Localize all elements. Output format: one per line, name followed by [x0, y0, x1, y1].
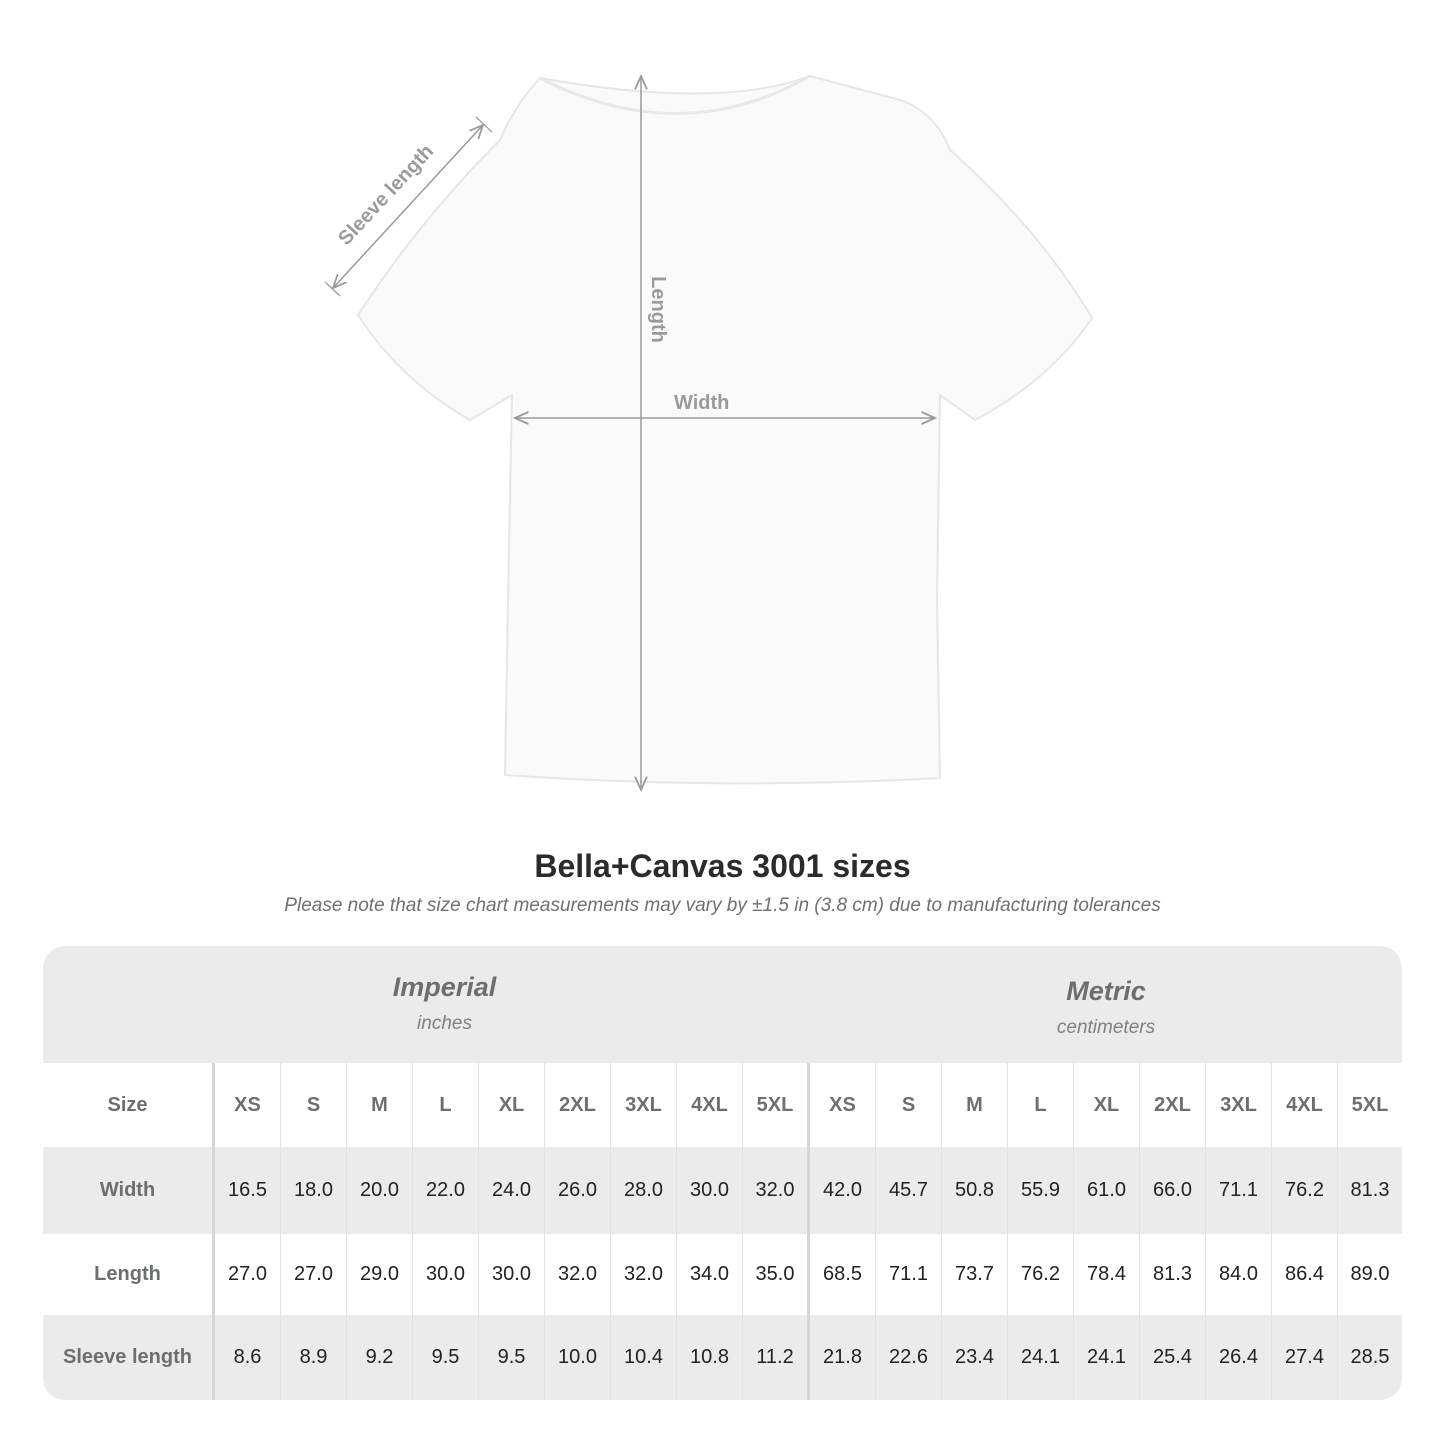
imperial-value-cell: 34.0: [677, 1234, 743, 1315]
imperial-value-cell: 32.0: [545, 1234, 611, 1315]
length-label: Length: [646, 276, 669, 343]
size-header-cell: 5XL: [1351, 1093, 1389, 1116]
size-header-cell: 5XL: [743, 1063, 810, 1147]
imperial-value-cell: 22.0: [413, 1147, 479, 1234]
metric-value-cell: 55.9: [1008, 1147, 1074, 1234]
imperial-value-cell: 24.0: [479, 1147, 545, 1234]
metric-value-cell: 22.6: [876, 1315, 942, 1400]
size-header-cell: 3XL: [611, 1063, 677, 1147]
size-header-cell: 4XL: [1272, 1063, 1338, 1147]
metric-value-cell: 84.0: [1206, 1234, 1272, 1315]
tshirt-diagram: [324, 0, 1094, 830]
metric-value-cell: 89.0: [1350, 1263, 1390, 1285]
metric-value-cell: 61.0: [1074, 1147, 1140, 1234]
row-label: Width: [43, 1147, 215, 1234]
imperial-value-cell: 8.6: [215, 1315, 281, 1400]
metric-value-cell: 23.4: [942, 1315, 1008, 1400]
imperial-value-cell: 28.0: [611, 1147, 677, 1234]
size-header-cell: 3XL: [1206, 1063, 1272, 1147]
imperial-value-cell: 32.0: [743, 1147, 810, 1234]
imperial-value-cell: 27.0: [215, 1234, 281, 1315]
size-header-cell: XL: [1074, 1063, 1140, 1147]
metric-value-cell: 24.1: [1074, 1315, 1140, 1400]
metric-value-cell: 68.5: [810, 1234, 876, 1315]
imperial-value-cell: 8.9: [281, 1315, 347, 1400]
imperial-value-cell: 30.0: [413, 1234, 479, 1315]
imperial-header: Imperial inches: [215, 946, 674, 1089]
imperial-value-cell: 26.0: [545, 1147, 611, 1234]
sleeve-tick: [324, 281, 341, 297]
metric-value-cell: 78.4: [1074, 1234, 1140, 1315]
metric-value-cell: 81.3: [1140, 1234, 1206, 1315]
metric-value-cell: 26.4: [1206, 1315, 1272, 1400]
metric-value-cell: 66.0: [1140, 1147, 1206, 1234]
row-label: Size: [43, 1063, 215, 1147]
tshirt-collar: [539, 74, 811, 115]
metric-value-cell: 81.3: [1350, 1179, 1390, 1201]
row-label: Length: [43, 1234, 215, 1315]
size-header-cell: M: [347, 1063, 413, 1147]
metric-value-cell: 71.1: [876, 1234, 942, 1315]
size-table: Imperial inches Metric centimeters Size X…: [43, 946, 1402, 1400]
size-header-cell: S: [876, 1063, 942, 1147]
metric-value-cell: 86.4: [1272, 1234, 1338, 1315]
metric-value-cell: 50.8: [942, 1147, 1008, 1234]
imperial-value-cell: 10.4: [611, 1315, 677, 1400]
imperial-value-cell: 9.5: [413, 1315, 479, 1400]
metric-value-cell: 24.1: [1008, 1315, 1074, 1400]
imperial-value-cell: 30.0: [677, 1147, 743, 1234]
imperial-value-cell: 10.0: [545, 1315, 611, 1400]
width-label: Width: [674, 392, 730, 414]
imperial-value-cell: 35.0: [743, 1234, 810, 1315]
size-header-cell: M: [942, 1063, 1008, 1147]
imperial-value-cell: 32.0: [611, 1234, 677, 1315]
size-header-cell: XS: [215, 1063, 281, 1147]
imperial-value-cell: 10.8: [677, 1315, 743, 1400]
metric-unit: centimeters: [1056, 1017, 1156, 1038]
sleeve-measure-line: [333, 125, 483, 288]
table-row: Length 27.0 27.0 29.0 30.0 30.0 32.0 32.0 34.0 35…: [43, 1234, 1402, 1315]
imperial-value-cell: 27.0: [281, 1234, 347, 1315]
size-header-cell: L: [413, 1063, 479, 1147]
imperial-value-cell: 18.0: [281, 1147, 347, 1234]
tolerance-note: Please note that size chart measurements…: [284, 895, 1161, 916]
metric-value-cell: 73.7: [942, 1234, 1008, 1315]
imperial-value-cell: 11.2: [743, 1315, 810, 1400]
row-label: Sleeve length: [43, 1315, 215, 1400]
size-header-cell: 2XL: [545, 1063, 611, 1147]
metric-value-cell: 28.5: [1350, 1346, 1390, 1368]
size-header-cell: L: [1008, 1063, 1074, 1147]
metric-value-cell: 71.1: [1206, 1147, 1272, 1234]
size-header-cell: XL: [479, 1063, 545, 1147]
table-row: Width 16.5 18.0 20.0 22.0 24.0 26.0 28.0 30.0 32.…: [43, 1147, 1402, 1234]
table-row: Sleeve length 8.6 8.9 9.2 9.5 9.5 10.0 10.4 10.8…: [43, 1315, 1402, 1400]
tshirt-shape: [356, 74, 1094, 785]
imperial-label: Imperial: [392, 972, 497, 1002]
size-header-row: Size XS S M L XL 2XL 3XL 4XL 5XL XS S M L XL 2XL 3XL 4XL 5…: [43, 1063, 1402, 1147]
size-header-cell: XS: [810, 1063, 876, 1147]
metric-value-cell: 21.8: [810, 1315, 876, 1400]
metric-value-cell: 76.2: [1272, 1147, 1338, 1234]
imperial-value-cell: 9.5: [479, 1315, 545, 1400]
metric-label: Metric: [1066, 976, 1146, 1006]
metric-value-cell: 27.4: [1272, 1315, 1338, 1400]
imperial-value-cell: 9.2: [347, 1315, 413, 1400]
metric-value-cell: 76.2: [1008, 1234, 1074, 1315]
metric-value-cell: 25.4: [1140, 1315, 1206, 1400]
imperial-unit: inches: [417, 1013, 472, 1034]
sleeve-tick: [475, 116, 493, 133]
page-title: Bella+Canvas 3001 sizes: [534, 848, 911, 884]
size-header-cell: S: [281, 1063, 347, 1147]
imperial-value-cell: 20.0: [347, 1147, 413, 1234]
imperial-value-cell: 16.5: [215, 1147, 281, 1234]
metric-header: Metric centimeters: [810, 946, 1402, 1093]
size-header-cell: 4XL: [677, 1063, 743, 1147]
size-header-cell: 2XL: [1140, 1063, 1206, 1147]
imperial-value-cell: 29.0: [347, 1234, 413, 1315]
imperial-value-cell: 30.0: [479, 1234, 545, 1315]
metric-value-cell: 42.0: [810, 1147, 876, 1234]
metric-value-cell: 45.7: [876, 1147, 942, 1234]
